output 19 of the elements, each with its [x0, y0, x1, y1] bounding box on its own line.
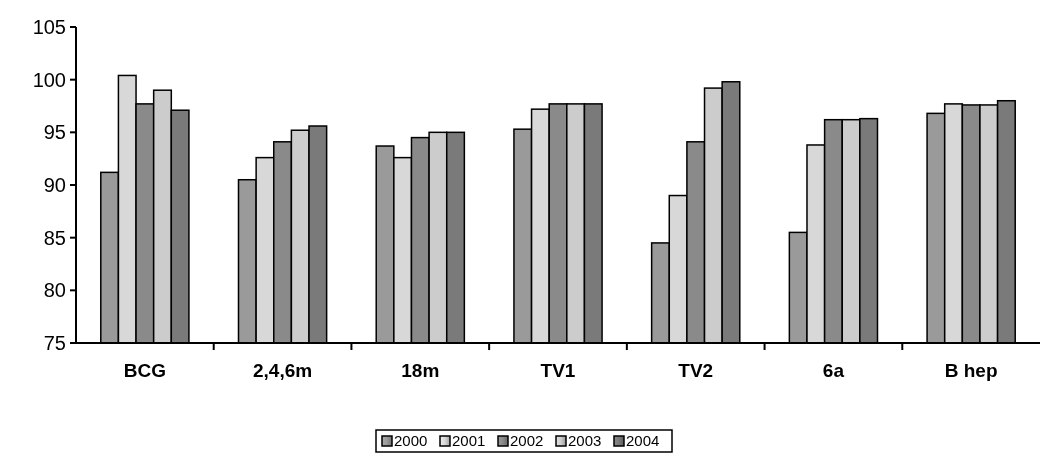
legend-label: 2002: [510, 432, 544, 450]
x-tick-label: B hep: [944, 360, 998, 381]
legend-label: 2003: [568, 432, 602, 450]
y-tick-label: 100: [32, 68, 66, 91]
legend-label: 2001: [452, 432, 486, 450]
legend-label: 2004: [626, 432, 660, 450]
x-tick-label: 2,4,6m: [252, 360, 313, 381]
y-tick-label: 80: [43, 279, 66, 302]
x-tick-label: 6a: [822, 360, 845, 381]
y-tick-label: 95: [43, 121, 66, 144]
x-tick-label: TV2: [678, 360, 714, 381]
y-tick-label: 105: [32, 16, 66, 38]
x-tick-label: 18m: [401, 360, 440, 381]
legend-label: 2000: [394, 432, 428, 450]
y-tick-label: 90: [43, 174, 66, 196]
y-tick-label: 75: [43, 332, 66, 354]
x-tick-label: TV1: [540, 360, 576, 381]
x-tick-label: BCG: [123, 360, 166, 381]
y-tick-label: 85: [43, 226, 66, 249]
